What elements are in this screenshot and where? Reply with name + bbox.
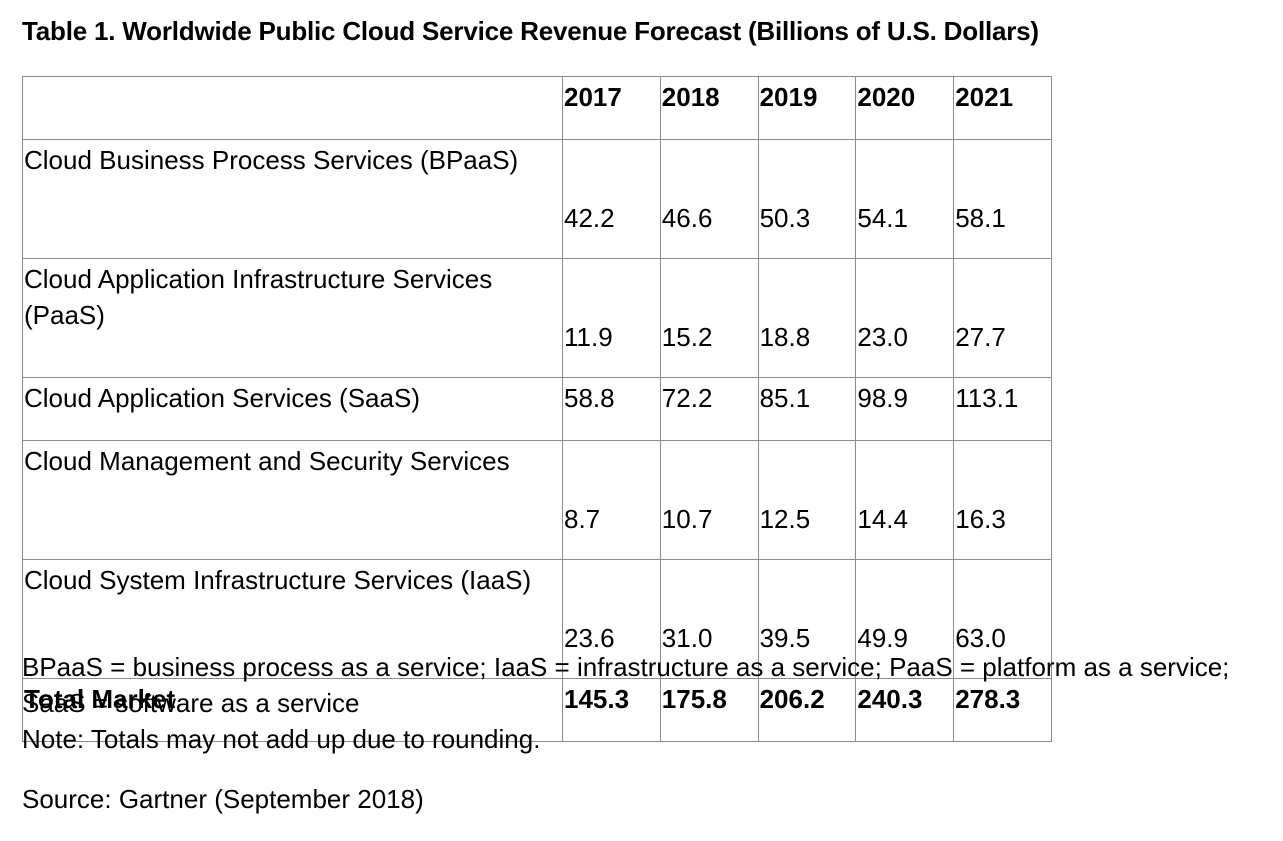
value-cell: 15.2: [659, 258, 759, 378]
total-value-cell: 145.3: [562, 678, 661, 742]
value-cell: 31.0: [659, 559, 759, 679]
forecast-table: 2017 2018 2019 2020 2021 Cloud Business …: [22, 76, 1052, 742]
value-cell: 113.1: [953, 377, 1052, 441]
value-cell: 12.5: [757, 440, 857, 560]
value-cell: 49.9: [855, 559, 955, 679]
header-cell-year: 2021: [953, 76, 1052, 140]
header-cell-year: 2019: [757, 76, 857, 140]
total-value-cell: 206.2: [757, 678, 857, 742]
value-cell: 23.6: [562, 559, 661, 679]
header-cell-year: 2020: [855, 76, 955, 140]
abbreviation-note: BPaaS = business process as a service; I…: [22, 652, 1230, 718]
value-cell: 54.1: [855, 139, 955, 259]
row-label: Cloud Management and Security Services: [22, 440, 563, 560]
table-row: Cloud Management and Security Services 8…: [22, 440, 1052, 560]
value-cell: 10.7: [659, 440, 759, 560]
value-cell: 42.2: [562, 139, 661, 259]
row-label: Cloud Business Process Services (BPaaS): [22, 139, 563, 259]
total-value-cell: 240.3: [855, 678, 955, 742]
value-cell: 18.8: [757, 258, 857, 378]
value-cell: 23.0: [855, 258, 955, 378]
value-cell: 50.3: [757, 139, 857, 259]
header-row: 2017 2018 2019 2020 2021: [22, 76, 1052, 140]
value-cell: 8.7: [562, 440, 661, 560]
table-notes: BPaaS = business process as a service; I…: [22, 649, 1277, 757]
value-cell: 72.2: [659, 377, 759, 441]
value-cell: 85.1: [757, 377, 857, 441]
header-cell-year: 2017: [562, 76, 661, 140]
total-label: Total Market: [22, 678, 563, 742]
table-row: Cloud Application Infrastructure Service…: [22, 258, 1052, 378]
table-title: Table 1. Worldwide Public Cloud Service …: [22, 16, 1039, 46]
value-cell: 14.4: [855, 440, 955, 560]
row-label: Cloud Application Services (SaaS): [22, 377, 563, 441]
value-cell: 27.7: [953, 258, 1052, 378]
total-value-cell: 278.3: [953, 678, 1052, 742]
total-row: Total Market 145.3 175.8 206.2 240.3 278…: [22, 678, 1052, 742]
value-cell: 58.1: [953, 139, 1052, 259]
value-cell: 16.3: [953, 440, 1052, 560]
row-label: Cloud System Infrastructure Services (Ia…: [22, 559, 563, 679]
header-cell-label: [22, 76, 563, 140]
table-row: Cloud Business Process Services (BPaaS) …: [22, 139, 1052, 259]
value-cell: 58.8: [562, 377, 661, 441]
row-label: Cloud Application Infrastructure Service…: [22, 258, 563, 378]
value-cell: 11.9: [562, 258, 661, 378]
total-value-cell: 175.8: [659, 678, 759, 742]
table-row: Cloud Application Services (SaaS) 58.8 7…: [22, 377, 1052, 441]
rounding-note: Note: Totals may not add up due to round…: [22, 724, 541, 754]
value-cell: 98.9: [855, 377, 955, 441]
header-cell-year: 2018: [659, 76, 759, 140]
source-note: Source: Gartner (September 2018): [22, 784, 424, 814]
value-cell: 46.6: [659, 139, 759, 259]
value-cell: 63.0: [953, 559, 1052, 679]
